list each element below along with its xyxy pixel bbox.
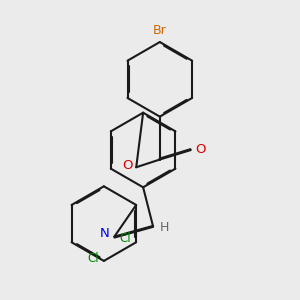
Text: O: O [122, 159, 132, 172]
Text: Cl: Cl [87, 252, 99, 265]
Text: O: O [196, 142, 206, 156]
Text: H: H [160, 221, 169, 234]
Text: N: N [100, 227, 110, 240]
Text: Br: Br [153, 24, 167, 37]
Text: Cl: Cl [120, 232, 131, 245]
